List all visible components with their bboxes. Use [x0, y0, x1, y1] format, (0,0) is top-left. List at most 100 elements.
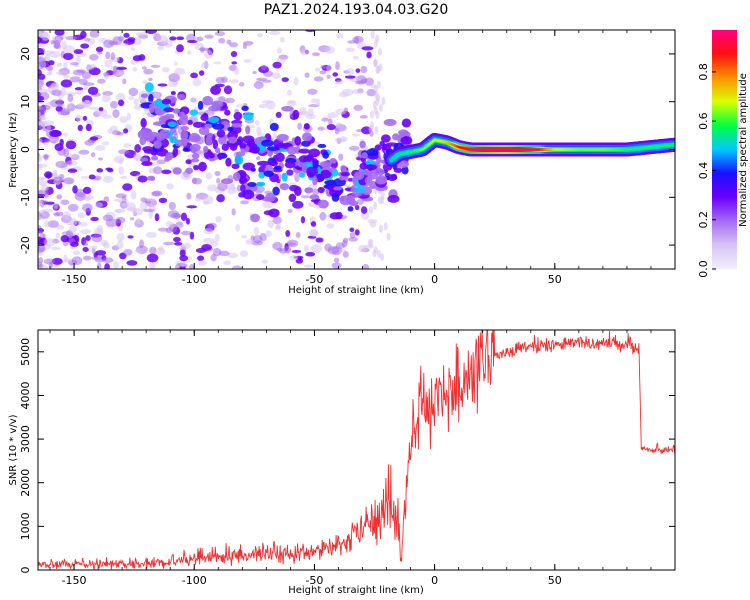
spectrogram-ridge-blob [172, 146, 179, 157]
spectrogram-noise-blob [281, 77, 289, 83]
spectrogram-noise-blob [63, 52, 74, 61]
spectrogram-noise-blob [38, 30, 42, 37]
spectrogram-noise-blob [161, 169, 172, 175]
spectrogram-noise-blob [307, 88, 318, 95]
spectrogram-noise-blob [223, 85, 233, 95]
spectrogram-noise-blob [324, 243, 333, 252]
spectrogram-noise-blob [120, 202, 130, 207]
spectrogram-ridge-blob [146, 175, 156, 181]
spectrogram-ridge-blob [231, 122, 243, 128]
spectrogram-noise-blob [272, 61, 282, 69]
spectrogram-noise-blob [104, 59, 113, 68]
spectrogram-noise-blob [84, 197, 91, 202]
spectrogram-noise-blob [240, 200, 249, 205]
spectrogram-noise-blob [360, 65, 368, 74]
spectrogram-noise-blob [142, 80, 148, 84]
spectrogram-noise-blob [214, 170, 221, 177]
spectrogram-noise-blob [358, 244, 368, 253]
spectrogram-noise-blob [89, 136, 99, 141]
spectrogram-noise-blob [60, 79, 73, 88]
spectrogram-ridge-blob [365, 170, 373, 175]
spectrogram-ridge-blob [256, 181, 266, 187]
spectrogram-noise-blob [60, 87, 67, 97]
spectrogram-noise-blob [176, 36, 185, 41]
spectrogram-ridge-blob [281, 105, 294, 112]
spectrogram-noise-blob [216, 177, 221, 184]
snr-frame [37, 329, 676, 571]
spectrogram-noise-blob [223, 260, 232, 266]
spectrogram-noise-blob [56, 224, 65, 230]
spectrogram-ridge-blob [192, 121, 204, 128]
spectrogram-noise-blob [40, 185, 49, 192]
spectrogram-ridge-blob [275, 152, 285, 162]
spectrogram-ridge-blob [238, 172, 247, 179]
spectrogram-noise-blob [137, 175, 148, 183]
spectrogram-noise-blob [373, 84, 378, 93]
spectrogram-ridge-blob [360, 186, 373, 196]
spectrogram-ridge-blob [187, 119, 193, 125]
spectrogram-noise-blob [71, 256, 83, 266]
spectrogram-noise-blob [90, 216, 99, 222]
y-tick-label: 10 [19, 95, 32, 109]
spectrogram-noise-blob [245, 239, 255, 245]
spectrogram-ridge-blob [216, 129, 226, 138]
spectrogram-noise-blob [119, 116, 128, 124]
spectrogram-ridge-blob [333, 186, 343, 191]
spectrogram-noise-blob [43, 238, 55, 247]
spectrogram-ridge-blob [301, 132, 313, 142]
spectrogram-noise-blob [186, 40, 198, 44]
spectrogram-noise-blob [157, 45, 164, 51]
spectrogram-noise-blob [60, 199, 70, 205]
spectrogram-ridge-blob [238, 192, 246, 198]
spectrogram-noise-blob [168, 201, 176, 211]
spectrogram-noise-blob [38, 78, 44, 88]
spectrogram-noise-blob [53, 202, 59, 210]
spectrogram-ridge-blob [374, 144, 382, 151]
spectrogram-noise-blob [63, 61, 68, 70]
spectrogram-ridge-blob [245, 125, 251, 135]
spectrogram-noise-blob [238, 82, 245, 87]
spectrogram-ridge-blob [172, 167, 182, 175]
spectrogram-noise-blob [117, 99, 125, 107]
x-tick-label: 0 [431, 273, 438, 286]
spectrogram-noise-blob [378, 224, 383, 233]
spectrogram-noise-blob [134, 248, 141, 253]
spectrogram-ridge-blob [242, 135, 255, 144]
spectrogram-ridge-blob [232, 172, 241, 182]
spectrogram-noise-blob [253, 81, 264, 90]
spectrogram-noise-blob [276, 247, 283, 252]
spectrogram-ridge-blob [170, 127, 177, 134]
spectrogram-noise-blob [101, 94, 111, 103]
colorbar-tick-label: 0.6 [697, 112, 710, 130]
spectrogram-ridge-blob [211, 100, 224, 108]
spectrogram-ridge-blob [169, 137, 179, 144]
spectrogram-noise-blob [256, 33, 264, 38]
spectrogram-noise-blob [299, 106, 307, 115]
spectrogram-noise-blob [38, 196, 41, 203]
spectrogram-noise-blob [38, 43, 47, 48]
spectrogram-noise-blob [69, 76, 81, 83]
spectrogram-noise-blob [151, 92, 161, 98]
spectrogram-ridge-blob [197, 100, 204, 110]
spectrogram-ridge-blob [339, 175, 347, 181]
spectrogram-noise-blob [326, 74, 331, 79]
spectrogram-noise-blob [190, 72, 198, 79]
spectrogram-noise-blob [128, 96, 135, 101]
spectrogram-ridge-blob [242, 189, 255, 200]
spectrogram-noise-blob [38, 111, 42, 117]
spectrogram-ridge-blob [161, 98, 172, 105]
spectrogram-ridge-blob [281, 172, 288, 182]
spectrogram-noise-blob [51, 89, 62, 96]
spectrogram-noise-blob [113, 198, 125, 202]
spectrogram-noise-blob [38, 230, 43, 235]
spectrogram-noise-blob [55, 232, 61, 239]
spectrogram-noise-blob [196, 36, 204, 42]
spectrogram-noise-blob [53, 178, 61, 186]
spectrogram-ridge-blob [317, 143, 327, 149]
spectrogram-noise-blob [123, 143, 132, 148]
spectrogram-noise-blob [218, 37, 226, 44]
spectrogram-noise-blob [98, 106, 104, 112]
spectrogram-noise-blob [119, 43, 129, 47]
spectrogram-noise-blob [370, 30, 375, 39]
spectrogram-noise-blob [303, 264, 314, 268]
